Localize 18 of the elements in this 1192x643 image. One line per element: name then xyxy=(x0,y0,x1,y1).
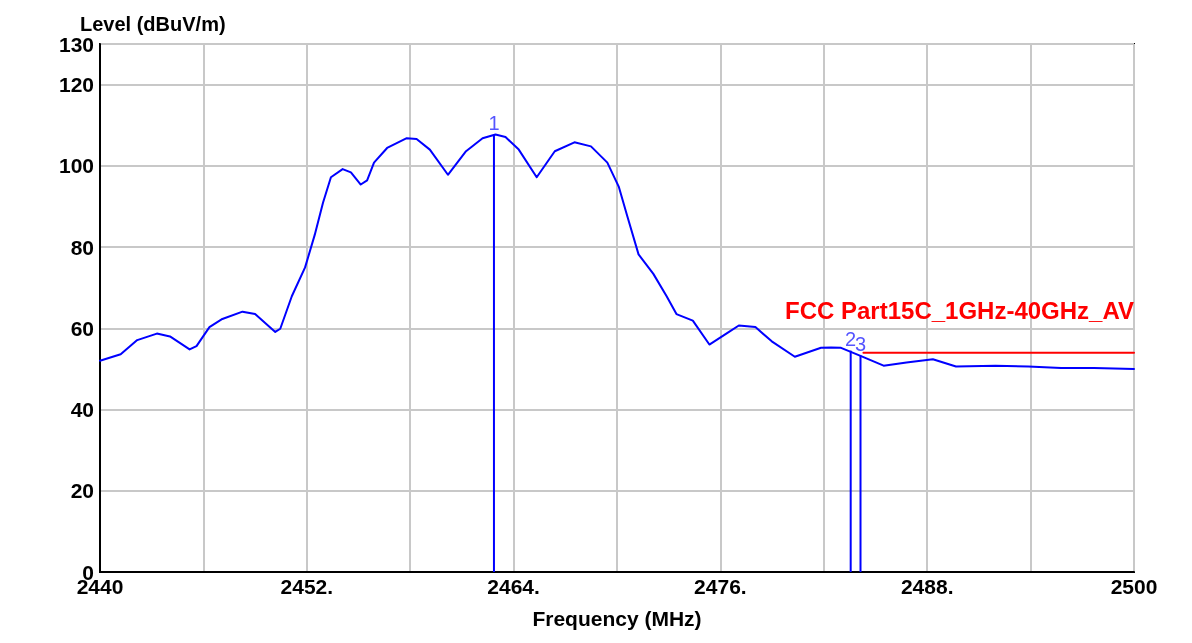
y-tick-label: 100 xyxy=(58,154,94,178)
y-tick-label: 60 xyxy=(70,316,94,340)
annotation: 3 xyxy=(854,332,867,355)
y-tick-label: 120 xyxy=(58,73,94,97)
x-tick-label: 2488. xyxy=(900,575,954,598)
annotation: 2 xyxy=(845,327,857,350)
x-axis-title: Frequency (MHz) xyxy=(532,607,702,630)
series-label: FCC Part15C_1GHz-40GHz_AV xyxy=(785,297,1134,325)
y-tick-label: 130 xyxy=(58,32,94,56)
x-tick-label: 2452. xyxy=(280,575,334,598)
y-axis-title: Level (dBuV/m) xyxy=(80,12,226,35)
annotation: 1 xyxy=(488,111,500,134)
y-tick-label: 40 xyxy=(70,398,94,422)
x-tick-label: 2500 xyxy=(1110,575,1158,598)
x-tick-label: 2476. xyxy=(694,575,747,598)
y-tick-label: 20 xyxy=(70,479,94,503)
y-tick-label: 80 xyxy=(70,235,94,259)
x-tick-label: 2464. xyxy=(487,575,540,598)
